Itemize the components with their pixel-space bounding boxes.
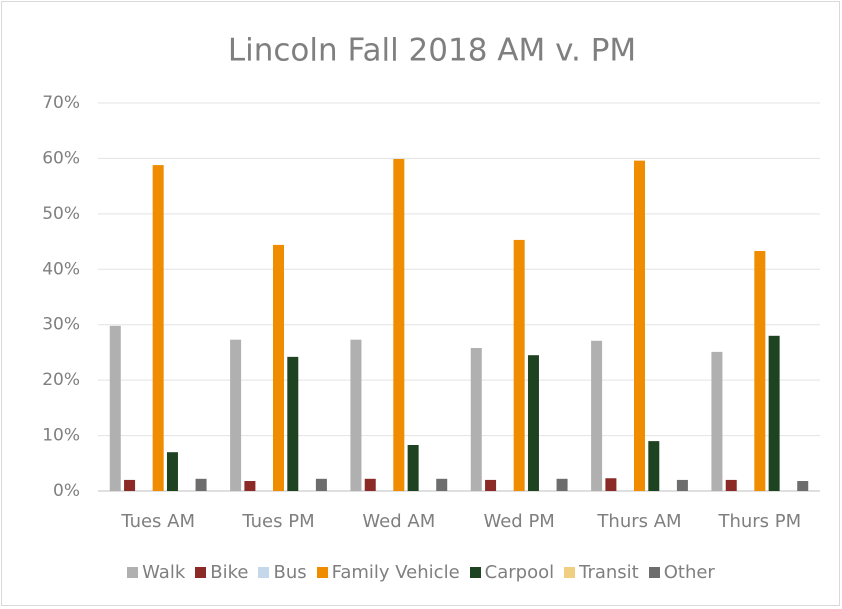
bar bbox=[725, 479, 737, 491]
legend-item: Transit bbox=[564, 562, 639, 583]
bar bbox=[605, 478, 617, 491]
legend-label: Carpool bbox=[484, 562, 555, 583]
bar bbox=[485, 479, 497, 491]
y-tick-label: 10% bbox=[42, 426, 80, 446]
bar bbox=[287, 356, 299, 491]
y-tick-label: 40% bbox=[42, 259, 80, 279]
bar bbox=[470, 347, 482, 491]
legend-swatch bbox=[195, 567, 207, 578]
legend-item: Bus bbox=[258, 562, 307, 583]
legend-label: Bike bbox=[210, 562, 249, 583]
bar bbox=[797, 481, 809, 491]
bar bbox=[648, 441, 660, 491]
bar bbox=[591, 340, 603, 491]
legend-label: Walk bbox=[142, 562, 186, 583]
bar bbox=[166, 452, 178, 491]
legend-swatch bbox=[258, 567, 270, 578]
legend-item: Walk bbox=[127, 562, 185, 583]
legend-swatch bbox=[127, 567, 139, 578]
x-tick-label: Wed PM bbox=[483, 511, 554, 532]
legend-label: Other bbox=[663, 562, 715, 583]
bar bbox=[393, 158, 405, 492]
y-tick-label: 20% bbox=[42, 370, 80, 390]
legend-swatch bbox=[316, 567, 328, 578]
y-tick-label: 50% bbox=[42, 204, 80, 224]
bar bbox=[364, 478, 376, 491]
bar bbox=[244, 481, 256, 491]
legend-swatch bbox=[564, 567, 576, 578]
y-tick-label: 60% bbox=[42, 148, 80, 168]
bar bbox=[124, 479, 136, 491]
bar bbox=[407, 444, 419, 491]
bar bbox=[109, 325, 121, 491]
bar bbox=[676, 479, 688, 491]
bar bbox=[315, 478, 327, 491]
legend-label: Bus bbox=[273, 562, 307, 583]
bar bbox=[711, 351, 723, 491]
bar bbox=[768, 335, 780, 491]
x-tick-label: Thurs PM bbox=[717, 511, 801, 532]
bar bbox=[152, 165, 164, 491]
bar bbox=[350, 339, 362, 491]
legend-item: Bike bbox=[195, 562, 248, 583]
legend-swatch bbox=[648, 567, 660, 578]
x-tick-label: Tues AM bbox=[120, 511, 195, 532]
y-tick-label: 70% bbox=[42, 93, 80, 113]
bar bbox=[230, 339, 242, 491]
bar bbox=[527, 355, 539, 491]
legend-item: Family Vehicle bbox=[316, 562, 460, 583]
x-tick-label: Wed AM bbox=[362, 511, 435, 532]
bar bbox=[556, 478, 568, 491]
legend: Walk Bike Bus Family Vehicle Carpool Transit O… bbox=[0, 562, 842, 583]
bar bbox=[195, 478, 207, 491]
chart-title: Lincoln Fall 2018 AM v. PM bbox=[228, 33, 636, 69]
x-tick-label: Thurs AM bbox=[596, 511, 681, 532]
y-tick-label: 30% bbox=[42, 315, 80, 335]
legend-item: Carpool bbox=[469, 562, 555, 583]
bar bbox=[513, 239, 525, 491]
legend-swatch bbox=[469, 567, 481, 578]
legend-label: Transit bbox=[579, 562, 639, 583]
legend-label: Family Vehicle bbox=[331, 562, 460, 583]
bar bbox=[273, 244, 284, 491]
bar bbox=[634, 160, 645, 491]
x-tick-label: Tues PM bbox=[241, 511, 314, 532]
bar bbox=[754, 250, 766, 491]
y-tick-label: 0% bbox=[53, 481, 80, 501]
bar bbox=[436, 478, 448, 491]
legend-item: Other bbox=[648, 562, 715, 583]
